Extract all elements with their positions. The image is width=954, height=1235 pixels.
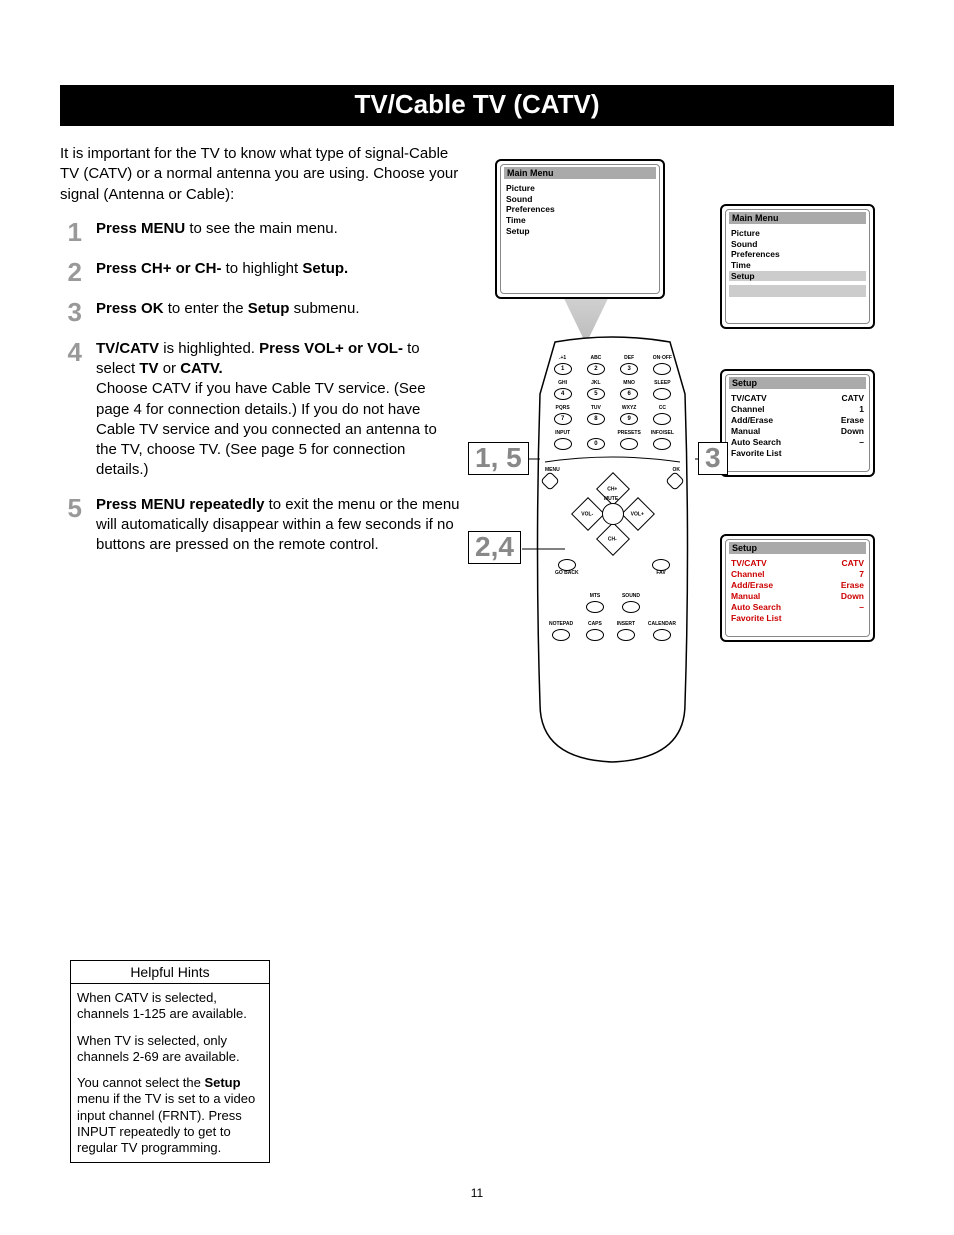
step-number: 1	[60, 219, 82, 245]
step-text: Press MENU to see the main menu.	[96, 219, 460, 239]
btn-fav[interactable]: FAV	[652, 559, 670, 578]
figure: Main Menu Picture Sound Preferences Time…	[480, 144, 900, 784]
btn-2[interactable]: ABC2	[582, 356, 609, 375]
hint-2: When TV is selected, only channels 2-69 …	[77, 1033, 263, 1066]
btn-insert[interactable]: INSERT	[617, 622, 635, 641]
helpful-hints-box: Helpful Hints When CATV is selected, cha…	[70, 960, 270, 1163]
btn-power[interactable]: ON·OFF	[649, 356, 676, 375]
btn-3[interactable]: DEF3	[616, 356, 643, 375]
btn-caps[interactable]: CAPS	[586, 622, 604, 641]
btn-mute[interactable]	[602, 503, 624, 525]
intro-text: It is important for the TV to know what …	[60, 144, 460, 205]
callout-1-5: 1, 5	[468, 442, 529, 475]
step-number: 4	[60, 339, 82, 365]
hint-3: You cannot select the Setup menu if the …	[77, 1075, 263, 1156]
step-2: 2 Press CH+ or CH- to highlight Setup.	[60, 259, 460, 285]
btn-1[interactable]: .+11	[549, 356, 576, 375]
instructions-column: It is important for the TV to know what …	[60, 144, 460, 784]
step-1: 1 Press MENU to see the main menu.	[60, 219, 460, 245]
btn-calendar[interactable]: CALENDAR	[648, 622, 676, 641]
btn-goback[interactable]: GO BACK	[555, 559, 579, 578]
remote-row-mts: MTS SOUND	[569, 594, 657, 613]
step-text: Press MENU repeatedly to exit the menu o…	[96, 495, 460, 556]
menu-header: Main Menu	[729, 212, 866, 224]
btn-4[interactable]: GHI4	[549, 381, 576, 400]
btn-sleep[interactable]: SLEEP	[649, 381, 676, 400]
btn-mts[interactable]: MTS	[586, 594, 604, 613]
step-4: 4 TV/CATV is highlighted. Press VOL+ or …	[60, 339, 460, 481]
remote-control: .+11 ABC2 DEF3 ON·OFF GHI4 JKL5 MNO6 SLE…	[535, 334, 690, 764]
btn-menu[interactable]	[543, 474, 557, 488]
dpad: CH+ CH- VOL- VOL+ MUTE	[578, 479, 648, 549]
menu-header: Setup	[729, 542, 866, 554]
menu-header: Main Menu	[504, 167, 656, 179]
main-menu-box-1: Main Menu Picture Sound Preferences Time…	[495, 159, 665, 299]
step-text: Press OK to enter the Setup submenu.	[96, 299, 460, 319]
btn-input[interactable]: INPUT	[549, 431, 576, 450]
callout-3: 3	[698, 442, 728, 475]
remote-row-bottom: NOTEPAD CAPS INSERT CALENDAR	[549, 622, 676, 641]
setup-menu-box-1: Setup TV/CATVCATV Channel1 Add/EraseEras…	[720, 369, 875, 477]
btn-cc[interactable]: CC	[649, 406, 676, 425]
step-5: 5 Press MENU repeatedly to exit the menu…	[60, 495, 460, 556]
step-number: 3	[60, 299, 82, 325]
btn-9[interactable]: WXYZ9	[616, 406, 643, 425]
btn-0[interactable]: 0	[582, 431, 609, 450]
callout-2-4: 2,4	[468, 531, 521, 564]
btn-info[interactable]: INFO/SEL	[649, 431, 676, 450]
btn-8[interactable]: TUV8	[582, 406, 609, 425]
btn-sound[interactable]: SOUND	[622, 594, 640, 613]
btn-7[interactable]: PQRS7	[549, 406, 576, 425]
remote-row-goback: GO BACK FAV	[555, 559, 670, 578]
main-menu-box-2: Main Menu Picture Sound Preferences Time…	[720, 204, 875, 329]
step-3: 3 Press OK to enter the Setup submenu.	[60, 299, 460, 325]
btn-presets[interactable]: PRESETS	[616, 431, 643, 450]
btn-vol-down[interactable]: VOL-	[571, 497, 605, 531]
btn-ok[interactable]	[668, 474, 682, 488]
step-text: TV/CATV is highlighted. Press VOL+ or VO…	[96, 339, 460, 481]
page-title: TV/Cable TV (CATV)	[60, 85, 894, 126]
hint-1: When CATV is selected, channels 1-125 ar…	[77, 990, 263, 1023]
step-number: 2	[60, 259, 82, 285]
hints-title: Helpful Hints	[71, 961, 269, 984]
btn-6[interactable]: MNO6	[616, 381, 643, 400]
step-number: 5	[60, 495, 82, 521]
page-number: 11	[0, 1186, 954, 1200]
menu-header: Setup	[729, 377, 866, 389]
btn-notepad[interactable]: NOTEPAD	[549, 622, 573, 641]
remote-keypad: .+11 ABC2 DEF3 ON·OFF GHI4 JKL5 MNO6 SLE…	[549, 356, 676, 450]
setup-menu-box-2: Setup TV/CATVCATV Channel7 Add/EraseEras…	[720, 534, 875, 642]
step-text: Press CH+ or CH- to highlight Setup.	[96, 259, 460, 279]
btn-5[interactable]: JKL5	[582, 381, 609, 400]
